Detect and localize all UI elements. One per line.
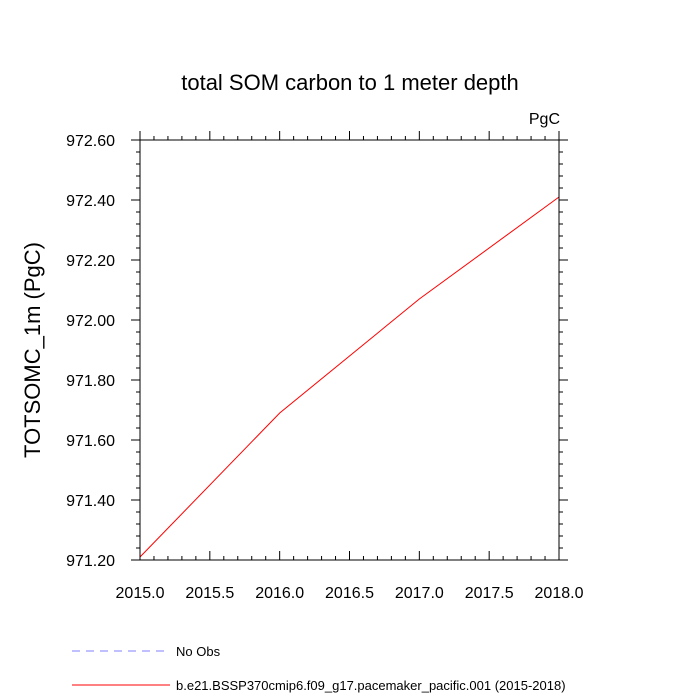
units-label: PgC (529, 111, 560, 128)
y-tick-label: 971.80 (66, 373, 115, 390)
y-tick-label: 971.40 (66, 493, 115, 510)
series-line (139, 196, 560, 558)
y-tick-label: 971.60 (66, 433, 115, 450)
x-tick-label: 2015.0 (116, 585, 165, 602)
y-tick-label: 972.40 (66, 193, 115, 210)
legend-label: b.e21.BSSP370cmip6.f09_g17.pacemaker_pac… (176, 678, 566, 693)
x-tick-label: 2018.0 (535, 585, 584, 602)
y-axis-ticks: 971.20 971.40 971.60 971.80 972.00 972.20 972.… (66, 133, 568, 570)
legend-label: No Obs (176, 644, 221, 659)
x-tick-label: 2015.5 (185, 585, 234, 602)
y-tick-label: 971.20 (66, 553, 115, 570)
y-tick-label: 972.60 (66, 133, 115, 150)
legend: No Obs b.e21.BSSP370cmip6.f09_g17.pacemak… (72, 644, 566, 693)
x-tick-label: 2016.0 (255, 585, 304, 602)
x-tick-label: 2016.5 (325, 585, 374, 602)
series-layer (139, 196, 560, 558)
y-tick-label: 972.00 (66, 313, 115, 330)
x-tick-label: 2017.5 (465, 585, 514, 602)
y-axis-label: TOTSOMC_1m (PgC) (20, 242, 45, 458)
y-tick-label: 972.20 (66, 253, 115, 270)
x-tick-label: 2017.0 (395, 585, 444, 602)
x-axis-ticks: 2015.0 2015.5 2016.0 2016.5 2017.0 2017.5 2018… (116, 131, 584, 602)
chart-title: total SOM carbon to 1 meter depth (181, 70, 519, 95)
plot-frame (139, 139, 560, 561)
